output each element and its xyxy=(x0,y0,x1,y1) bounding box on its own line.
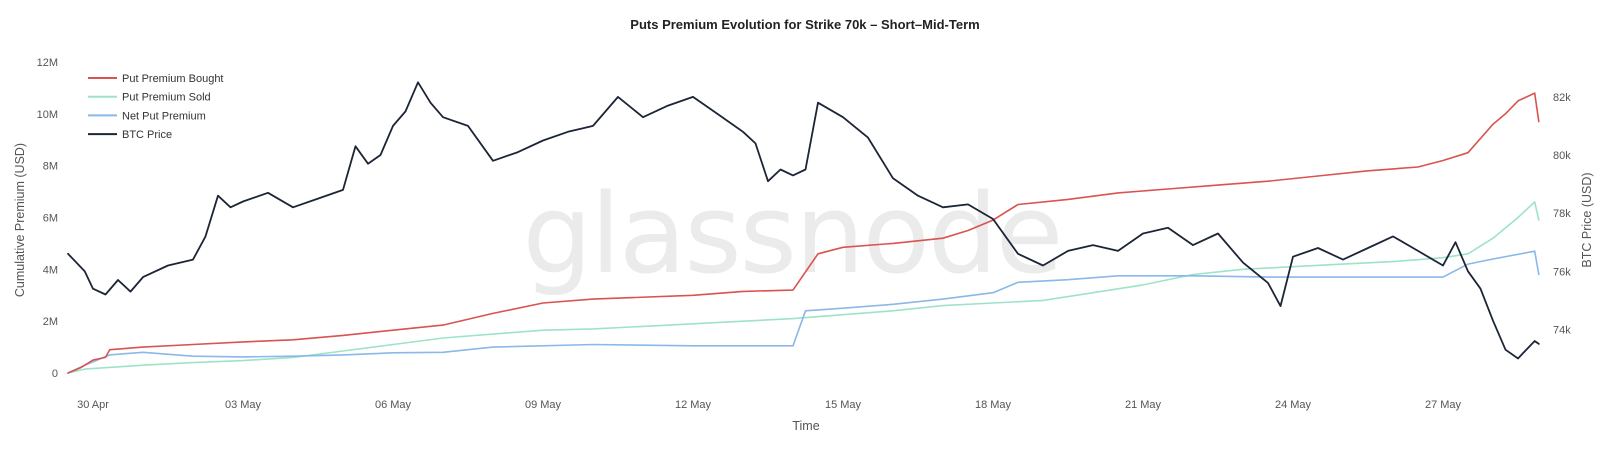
series-line-btc-price xyxy=(67,81,1540,360)
legend-label-btc-price: BTC Price xyxy=(122,129,172,141)
right-axis-ticks: 74k 76k 78k 80k 82k xyxy=(1553,92,1571,337)
left-tick-label: 0 xyxy=(52,368,58,380)
x-tick-label: 06 May xyxy=(375,399,412,411)
right-tick-label: 74k xyxy=(1553,324,1571,336)
x-tick-label: 27 May xyxy=(1425,399,1462,411)
right-tick-label: 76k xyxy=(1553,266,1571,278)
x-tick-label: 24 May xyxy=(1275,399,1312,411)
x-tick-label: 12 May xyxy=(675,399,712,411)
left-axis-title: Cumulative Premium (USD) xyxy=(13,143,27,297)
left-tick-label: 10M xyxy=(37,109,58,121)
legend-label-put-premium-sold: Put Premium Sold xyxy=(122,92,211,104)
left-tick-label: 4M xyxy=(43,264,58,276)
left-tick-label: 6M xyxy=(43,213,58,225)
legend: Put Premium Bought Put Premium Sold Net Pu… xyxy=(88,73,224,141)
x-tick-label: 18 May xyxy=(975,399,1012,411)
x-tick-label: 30 Apr xyxy=(77,399,109,411)
series-line-put-premium-sold xyxy=(67,201,1540,374)
x-tick-label: 21 May xyxy=(1125,399,1162,411)
left-tick-label: 8M xyxy=(43,161,58,173)
chart-title: Puts Premium Evolution for Strike 70k – … xyxy=(630,17,979,32)
series-line-net-put-premium xyxy=(67,250,1540,374)
x-axis-title: Time xyxy=(792,419,819,433)
series-layer xyxy=(67,81,1540,374)
x-tick-label: 09 May xyxy=(525,399,562,411)
right-tick-label: 80k xyxy=(1553,150,1571,162)
x-tick-label: 03 May xyxy=(225,399,262,411)
right-tick-label: 82k xyxy=(1553,92,1571,104)
left-axis-ticks: 0 2M 4M 6M 8M 10M 12M xyxy=(37,57,58,380)
x-tick-label: 15 May xyxy=(825,399,862,411)
right-axis-title: BTC Price (USD) xyxy=(1580,172,1594,267)
left-tick-label: 2M xyxy=(43,316,58,328)
right-tick-label: 78k xyxy=(1553,208,1571,220)
legend-label-put-premium-bought: Put Premium Bought xyxy=(122,73,224,85)
series-line-put-premium-bought xyxy=(67,92,1540,374)
watermark: glassnode xyxy=(523,170,1062,298)
x-axis-ticks: 30 Apr 03 May 06 May 09 May 12 May 15 May 18 M… xyxy=(77,399,1461,411)
legend-label-net-put-premium: Net Put Premium xyxy=(122,110,206,122)
left-tick-label: 12M xyxy=(37,57,58,69)
